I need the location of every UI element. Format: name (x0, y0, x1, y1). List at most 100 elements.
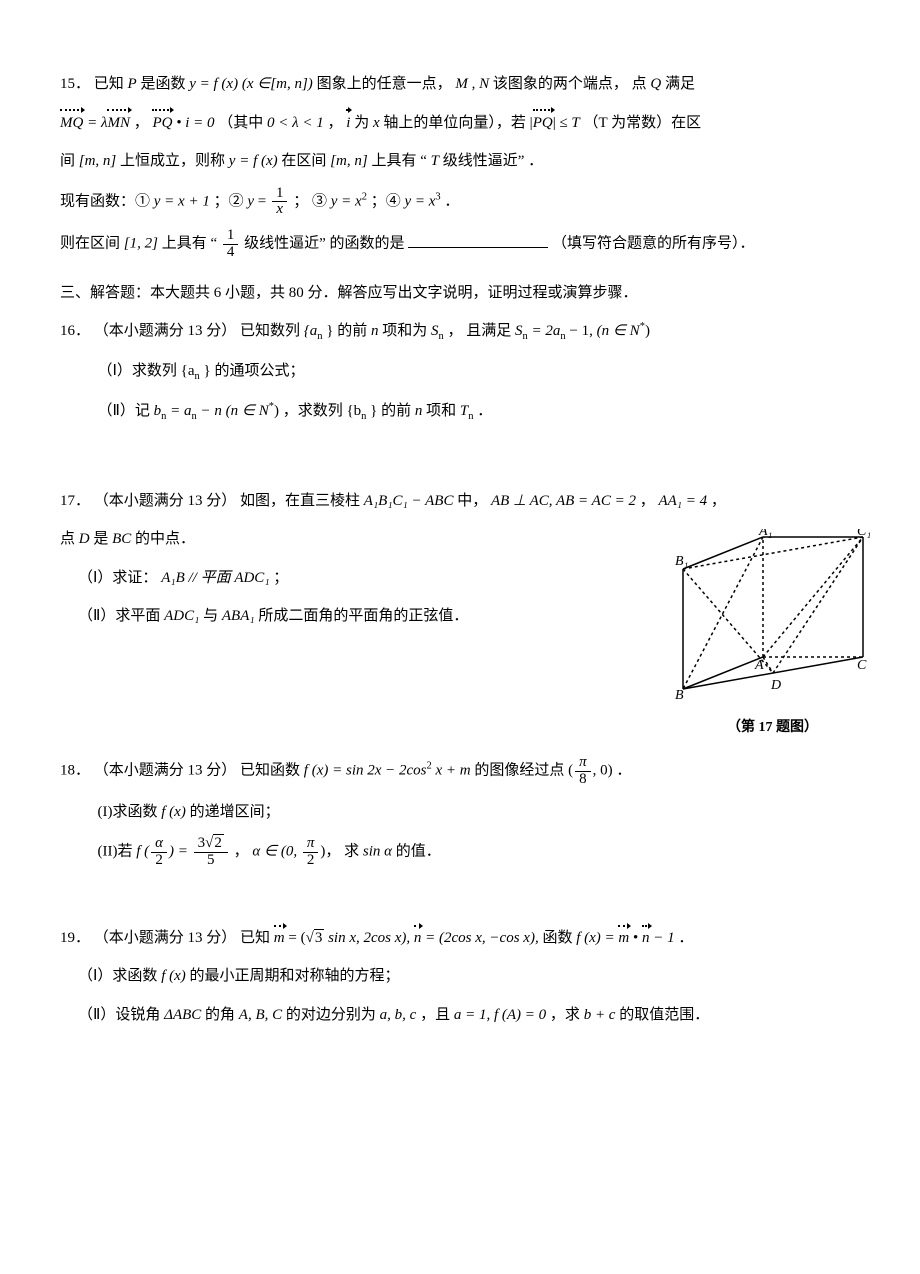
eq-domain: (n ∈ N (597, 323, 640, 339)
points: （本小题满分 13 分） (94, 323, 237, 339)
text: 是 (93, 531, 112, 547)
eq: = ( (288, 930, 305, 946)
text: 轴上的单位向量），若 (383, 115, 529, 131)
text: 如图，在直三棱柱 (240, 493, 364, 509)
eq-end: − 1, (569, 323, 592, 339)
text: 的中点． (135, 531, 195, 547)
dom: (n ∈ N (226, 403, 269, 419)
claim: A₁B // 平面 ADC₁ (161, 570, 269, 586)
sub-n: n (161, 411, 166, 422)
q17-caption: （第 17 题图） (675, 715, 870, 742)
label-B1: B₁ (675, 554, 688, 569)
vec-PQ: PQ (152, 109, 172, 138)
points: （本小题满分 13 分） (94, 763, 237, 779)
fn: y = f (x) (229, 153, 278, 169)
f1: y = x + 1 (154, 193, 210, 209)
num: α (151, 836, 167, 853)
close: ) (645, 323, 650, 339)
vec-MQ: MQ (60, 109, 83, 138)
T: T (431, 153, 439, 169)
comma: ， (134, 115, 149, 131)
frac-quarter: 1 4 (223, 228, 239, 261)
fx: f (x) (161, 804, 186, 820)
text: 已知 (94, 76, 128, 92)
q19: 19． （本小题满分 13 分） 已知 m = (√3 sin x, 2cos … (60, 924, 870, 953)
vec-m: m (274, 924, 285, 953)
eq-lhs: S (515, 323, 523, 339)
f2-frac: 1 x (272, 186, 288, 219)
text: 项和 (426, 403, 460, 419)
end: ． (444, 193, 459, 209)
f4: y = x (404, 193, 435, 209)
m-comp: sin x, 2cos x), (324, 930, 410, 946)
sub-n: n (317, 331, 322, 342)
num: π (575, 755, 591, 772)
text: ． (616, 763, 631, 779)
text: 的对边分别为 (286, 1007, 380, 1023)
text: 所成二面角的平面角的正弦值． (258, 608, 468, 624)
domain: (x ∈[m, n]) (242, 76, 313, 92)
num: 1 (223, 228, 239, 245)
text: 满足 (665, 76, 695, 92)
num: π (303, 836, 319, 853)
text: 已知函数 (240, 763, 304, 779)
den: 5 (194, 853, 228, 869)
q19-part2: （Ⅱ）设锐角 ΔABC 的角 A, B, C 的对边分别为 a, b, c ，且… (60, 1001, 870, 1030)
triangle: ΔABC (164, 1007, 201, 1023)
q17: 17． （本小题满分 13 分） 如图，在直三棱柱 A₁B₁C₁ − ABC 中… (60, 487, 870, 516)
text: 三、解答题：本大题共 6 小题，共 80 分．解答应写出文字说明，证明过程或演算… (60, 285, 638, 301)
text: （T 为常数）在区 (584, 115, 702, 131)
fx: f (x) = sin 2x − 2cos (304, 763, 427, 779)
q17-number: 17． (60, 493, 90, 509)
q18-number: 18． (60, 763, 90, 779)
text: 上具有 “ (371, 153, 430, 169)
text: 点 (60, 531, 79, 547)
num: 3√2 (194, 836, 228, 853)
exp: 3 (435, 191, 440, 202)
num: 1 (272, 186, 288, 203)
q16: 16． （本小题满分 13 分） 已知数列 {an } 的前 n 项和为 Sn … (60, 317, 870, 347)
var-Q: Q (650, 76, 661, 92)
text: ，求 (550, 1007, 584, 1023)
rhs-frac: 3√2 5 (194, 836, 228, 869)
vec-m2: m (618, 924, 629, 953)
den: 2 (303, 853, 319, 869)
conds: a = 1, f (A) = 0 (454, 1007, 546, 1023)
q15-line2: MQ = λMN ， PQ • i = 0 （其中 0 < λ < 1 ， i … (60, 109, 870, 138)
b-plus-c: b + c (584, 1007, 616, 1023)
eq: • i = 0 (176, 115, 214, 131)
f-close-eq: ) = (169, 844, 192, 860)
text: 已知数列 (240, 323, 300, 339)
Tn: T (460, 403, 468, 419)
q15-functions: 现有函数：① y = x + 1 ；② y = 1 x ； ③ y = x2 ；… (60, 186, 870, 219)
text: （其中 (218, 115, 263, 131)
text: (II)若 (98, 844, 137, 860)
var-x: x (373, 115, 380, 131)
interval: [m, n] (330, 153, 368, 169)
answer-blank[interactable] (408, 235, 548, 248)
text: ， 且满足 (448, 323, 516, 339)
q15: 15． 已知 P 是函数 y = f (x) (x ∈[m, n]) 图象上的任… (60, 70, 870, 99)
text: 间 (60, 153, 75, 169)
alpha: α (252, 844, 260, 860)
MN: M , N (455, 76, 489, 92)
text: ，求数列 {b (283, 403, 361, 419)
var-n: n (371, 323, 379, 339)
text: 的递增区间； (190, 804, 280, 820)
angles: A, B, C (239, 1007, 282, 1023)
prism-diagram: A₁ B₁ C₁ A B C D (675, 529, 870, 704)
lambda-range: 0 < λ < 1 (267, 115, 324, 131)
close: ) (274, 403, 279, 419)
plane2: ABA₁ (222, 608, 255, 624)
text: } 的通项公式； (204, 363, 305, 379)
q16-part1: （Ⅰ）求数列 {an } 的通项公式； (60, 357, 870, 387)
q16-number: 16． (60, 323, 90, 339)
text: 与 (203, 608, 222, 624)
text: } 的前 (326, 323, 371, 339)
var-P: P (128, 76, 137, 92)
sub-n: n (468, 411, 473, 422)
open: ( (568, 763, 573, 779)
vec-n: n (414, 924, 422, 953)
eq: = a (170, 403, 191, 419)
text: 的图像经过点 (474, 763, 564, 779)
